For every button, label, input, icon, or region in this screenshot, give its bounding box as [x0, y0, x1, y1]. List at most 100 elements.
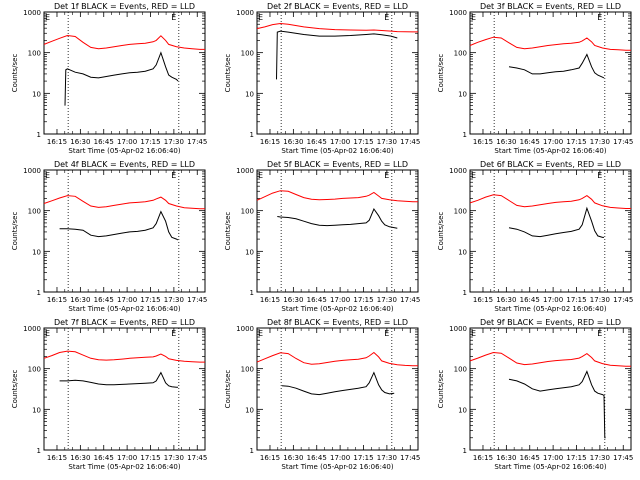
x-axis-label: Start Time (05-Apr-02 16:06:40) — [281, 147, 393, 155]
y-tick-label: 10 — [458, 90, 467, 98]
corner-mark-left: E — [258, 329, 263, 338]
events-series-line — [281, 371, 395, 396]
events-series-line — [59, 210, 179, 241]
y-tick-label: 10 — [458, 248, 467, 256]
x-tick-label: 16:15 — [473, 296, 493, 304]
y-tick-label: 1000 — [23, 9, 41, 17]
chart-panel-1: Det 1f BLACK = Events, RED = LLD 1 10 100 10… — [11, 2, 207, 155]
y-tick-label: 10 — [245, 90, 254, 98]
x-tick-label: 16:30 — [283, 454, 303, 462]
x-tick-label: 17:30 — [590, 138, 610, 146]
y-tick-label: 1 — [37, 289, 41, 297]
corner-mark-right: E — [171, 171, 176, 180]
x-tick-label: 16:45 — [94, 296, 114, 304]
x-tick-label: 16:15 — [260, 454, 280, 462]
x-tick-label: 16:45 — [307, 454, 327, 462]
x-tick-label: 16:45 — [94, 454, 114, 462]
x-tick-label: 16:30 — [70, 454, 90, 462]
y-axis-label: Counts/sec — [437, 370, 445, 409]
chart-panel-3: Det 3f BLACK = Events, RED = LLD 1 10 100 10… — [437, 2, 633, 155]
x-axis-label: Start Time (05-Apr-02 16:06:40) — [494, 147, 606, 155]
x-axis-label: Start Time (05-Apr-02 16:06:40) — [494, 305, 606, 313]
y-tick-label: 10 — [458, 406, 467, 414]
lld-series-line — [256, 190, 418, 203]
corner-mark-left: E — [471, 13, 476, 22]
events-series-line — [508, 53, 605, 79]
y-tick-label: 1 — [250, 131, 254, 139]
x-tick-label: 16:15 — [47, 454, 67, 462]
lld-series-line — [469, 36, 631, 51]
x-tick-label: 17:15 — [140, 138, 160, 146]
chart-title: Det 5f BLACK = Events, RED = LLD — [267, 160, 408, 169]
x-tick-label: 16:45 — [94, 138, 114, 146]
chart-panel-4: Det 4f BLACK = Events, RED = LLD 1 10 100 10… — [11, 160, 207, 313]
y-tick-label: 1000 — [236, 325, 254, 333]
corner-mark-left: E — [258, 171, 263, 180]
x-tick-label: 16:30 — [283, 138, 303, 146]
x-tick-label: 17:15 — [566, 454, 586, 462]
x-tick-label: 16:45 — [307, 296, 327, 304]
corner-mark-right: E — [597, 13, 602, 22]
y-tick-label: 1000 — [449, 325, 467, 333]
x-tick-label: 17:15 — [140, 296, 160, 304]
x-tick-label: 17:45 — [187, 296, 207, 304]
x-tick-label: 17:15 — [566, 296, 586, 304]
y-tick-label: 1000 — [23, 167, 41, 175]
plot-frame — [469, 327, 632, 451]
x-tick-label: 17:15 — [140, 454, 160, 462]
corner-mark-left: E — [471, 171, 476, 180]
y-tick-label: 100 — [454, 366, 467, 374]
corner-mark-right: E — [384, 171, 389, 180]
x-tick-label: 17:15 — [566, 138, 586, 146]
x-tick-label: 17:15 — [353, 454, 373, 462]
y-tick-label: 1 — [463, 131, 467, 139]
x-tick-label: 16:15 — [473, 138, 493, 146]
x-tick-label: 16:15 — [260, 138, 280, 146]
plot-frame — [43, 327, 206, 451]
y-tick-label: 100 — [241, 366, 254, 374]
y-tick-label: 100 — [454, 208, 467, 216]
x-tick-label: 17:45 — [187, 454, 207, 462]
events-series-line — [508, 206, 604, 238]
plot-frame — [256, 327, 419, 451]
y-axis-label: Counts/sec — [224, 370, 232, 409]
x-tick-label: 17:30 — [377, 296, 397, 304]
corner-mark-right: E — [384, 13, 389, 22]
x-axis-label: Start Time (05-Apr-02 16:06:40) — [68, 305, 180, 313]
x-tick-label: 17:15 — [353, 296, 373, 304]
x-tick-label: 17:30 — [590, 296, 610, 304]
x-tick-label: 16:15 — [47, 296, 67, 304]
x-tick-label: 16:30 — [496, 296, 516, 304]
y-tick-label: 1 — [250, 447, 254, 455]
x-tick-label: 17:30 — [590, 454, 610, 462]
x-tick-label: 17:15 — [353, 138, 373, 146]
lld-series-line — [43, 34, 205, 50]
corner-mark-right: E — [597, 171, 602, 180]
corner-mark-right: E — [171, 13, 176, 22]
chart-title: Det 6f BLACK = Events, RED = LLD — [480, 160, 621, 169]
chart-title: Det 9f BLACK = Events, RED = LLD — [480, 318, 621, 327]
x-tick-label: 17:30 — [164, 296, 184, 304]
y-tick-label: 1 — [463, 289, 467, 297]
chart-panel-6: Det 6f BLACK = Events, RED = LLD 1 10 100 10… — [437, 160, 633, 313]
x-tick-label: 17:30 — [377, 454, 397, 462]
corner-mark-right: E — [597, 329, 602, 338]
x-tick-label: 17:45 — [400, 138, 420, 146]
y-tick-label: 10 — [32, 406, 41, 414]
x-tick-label: 16:30 — [496, 454, 516, 462]
events-series-line — [59, 371, 178, 388]
chart-title: Det 2f BLACK = Events, RED = LLD — [267, 2, 408, 11]
y-tick-label: 1000 — [236, 167, 254, 175]
y-tick-label: 1000 — [449, 9, 467, 17]
x-axis-label: Start Time (05-Apr-02 16:06:40) — [281, 463, 393, 471]
y-tick-label: 100 — [241, 50, 254, 58]
plot-frame — [469, 11, 632, 135]
x-tick-label: 17:45 — [613, 454, 633, 462]
chart-panel-5: Det 5f BLACK = Events, RED = LLD 1 10 100 10… — [224, 160, 420, 313]
y-tick-label: 1000 — [23, 325, 41, 333]
y-axis-label: Counts/sec — [11, 370, 19, 409]
y-axis-label: Counts/sec — [437, 54, 445, 93]
chart-panel-9: Det 9f BLACK = Events, RED = LLD 1 10 100 10… — [437, 318, 633, 471]
x-tick-label: 17:00 — [543, 296, 563, 304]
